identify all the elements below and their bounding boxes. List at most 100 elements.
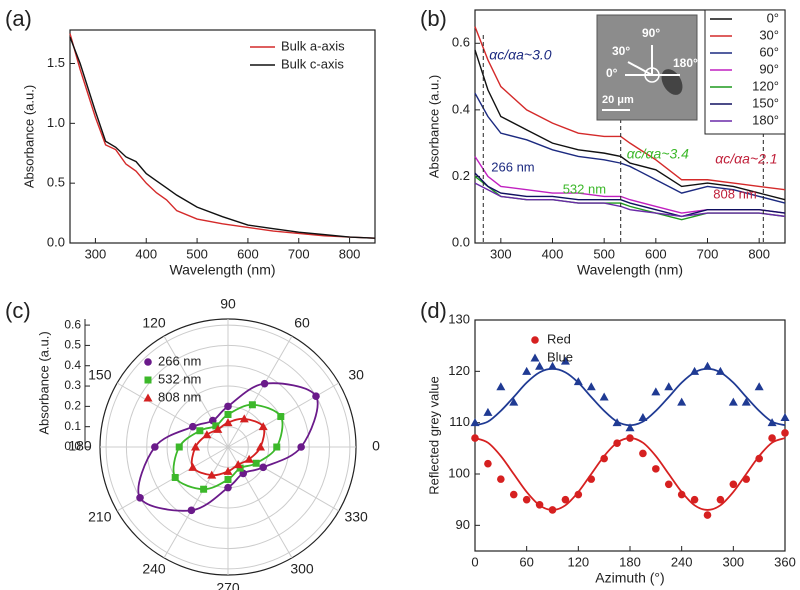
point xyxy=(497,475,505,483)
point xyxy=(233,460,243,469)
point xyxy=(248,401,256,409)
point xyxy=(638,413,648,422)
marker-label: 808 nm xyxy=(713,186,756,201)
y-tick-label: 1.0 xyxy=(47,115,65,130)
inset-label: 180° xyxy=(673,56,698,70)
angle-label: 30 xyxy=(348,367,364,383)
inset-label: 90° xyxy=(642,26,660,40)
point xyxy=(484,459,492,468)
point xyxy=(509,490,518,499)
point xyxy=(728,397,738,406)
point xyxy=(187,506,196,515)
point xyxy=(277,413,285,421)
y-tick-label: 100 xyxy=(448,465,470,480)
point xyxy=(754,382,764,391)
inset-label: 30° xyxy=(612,44,630,58)
point xyxy=(768,434,776,442)
point xyxy=(213,424,223,433)
angle-label: 120 xyxy=(142,315,166,331)
x-tick-label: 600 xyxy=(237,246,259,261)
y-tick-label: 0.0 xyxy=(47,234,65,249)
point xyxy=(625,423,635,432)
y-tick-label: 0.0 xyxy=(452,234,470,249)
point xyxy=(188,462,198,471)
x-tick-label: 180 xyxy=(619,554,641,569)
point xyxy=(175,443,183,451)
point xyxy=(715,366,725,375)
panel-label: (d) xyxy=(420,298,447,323)
legend-box xyxy=(704,9,786,135)
point xyxy=(600,454,608,463)
point xyxy=(196,427,204,435)
y-axis-label: Reflected grey value xyxy=(426,376,441,495)
y-axis-label: Absorbance (a.u.) xyxy=(21,85,36,188)
legend-marker xyxy=(530,353,540,362)
y-tick-label: 0.5 xyxy=(47,175,65,190)
legend-marker xyxy=(143,393,153,402)
point xyxy=(535,501,544,509)
x-axis-label: Azimuth (°) xyxy=(595,570,664,586)
angle-label: 300 xyxy=(290,561,314,577)
point xyxy=(626,434,634,442)
x-tick-label: 400 xyxy=(135,246,157,261)
y-tick-label: 0.3 xyxy=(64,378,81,392)
point xyxy=(224,476,232,484)
marker-label: 532 nm xyxy=(563,181,606,196)
point xyxy=(651,387,661,396)
point xyxy=(259,463,267,472)
y-tick-label: 0.2 xyxy=(452,168,470,183)
x-tick-label: 120 xyxy=(567,554,589,569)
point xyxy=(200,485,208,493)
x-tick-label: 800 xyxy=(748,246,770,261)
y-tick-label: 0.0 xyxy=(64,439,81,453)
point xyxy=(260,379,269,388)
angle-label: 0 xyxy=(372,438,380,454)
point xyxy=(664,382,674,391)
point xyxy=(171,473,179,481)
point xyxy=(742,475,751,483)
legend-marker xyxy=(144,358,152,366)
plot-frame xyxy=(69,29,376,244)
point xyxy=(236,464,244,472)
fit-curve xyxy=(474,437,786,511)
legend-label: Bulk c-axis xyxy=(281,56,344,71)
legend-label: 0° xyxy=(767,10,779,25)
x-tick-label: 700 xyxy=(697,246,719,261)
angle-grid xyxy=(227,446,340,512)
point xyxy=(560,356,570,365)
point xyxy=(690,366,700,375)
point xyxy=(664,480,673,489)
point xyxy=(767,418,777,427)
legend-label: 60° xyxy=(759,44,779,59)
panel-label: (c) xyxy=(5,298,31,323)
annotation: αc/αa~3.4 xyxy=(627,146,689,162)
point xyxy=(613,439,621,448)
legend-marker xyxy=(144,376,152,384)
point xyxy=(297,443,305,451)
point xyxy=(471,434,479,442)
legend-label: Red xyxy=(547,331,571,346)
legend-label: 30° xyxy=(759,27,779,42)
y-tick-label: 0.4 xyxy=(64,358,81,372)
x-tick-label: 240 xyxy=(671,554,693,569)
point xyxy=(781,429,789,437)
y-tick-label: 0.6 xyxy=(64,317,81,331)
point xyxy=(535,361,545,370)
point xyxy=(202,430,212,439)
point xyxy=(224,410,232,418)
point xyxy=(599,392,609,401)
point xyxy=(677,490,686,499)
x-tick-label: 0 xyxy=(471,554,478,569)
point xyxy=(652,465,660,473)
legend-label: 180° xyxy=(752,112,779,127)
angle-grid xyxy=(227,335,293,448)
point xyxy=(548,506,557,514)
point xyxy=(239,414,249,423)
panel-label: (b) xyxy=(420,6,447,31)
point xyxy=(716,495,725,504)
point xyxy=(273,443,281,451)
y-tick-label: 0.6 xyxy=(452,35,470,50)
point xyxy=(548,361,557,370)
x-tick-label: 300 xyxy=(490,246,512,261)
legend-label: Blue xyxy=(547,349,573,364)
